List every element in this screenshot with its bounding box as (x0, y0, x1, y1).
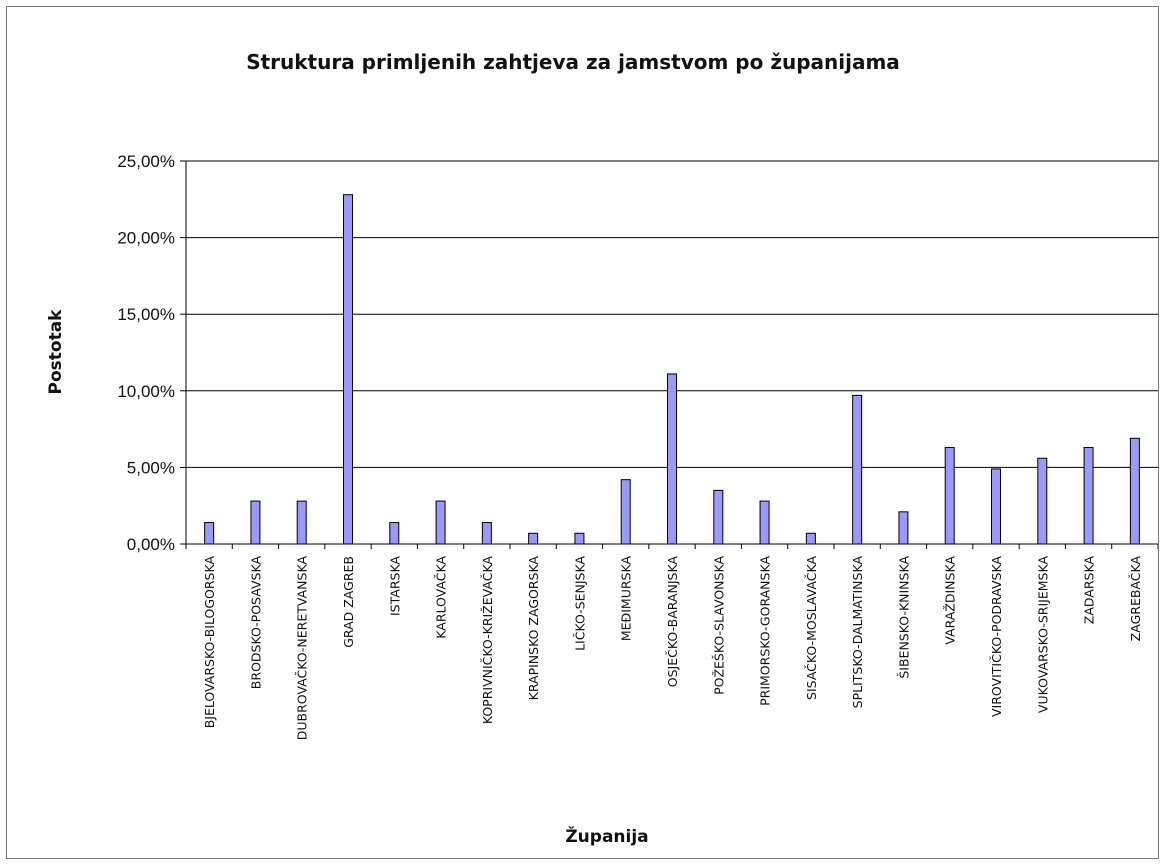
x-tick-label: VUKOVARSKO-SRIJEMSKA (1035, 556, 1050, 714)
x-tick-label: SPLITSKO-DALMATINSKA (850, 556, 865, 709)
x-tick-label: KRAPINSKO ZAGORSKA (526, 556, 541, 701)
bar (620, 479, 631, 545)
y-tick-label: 5,00% (127, 458, 175, 477)
bar (481, 522, 492, 545)
axes (185, 161, 1158, 549)
chart-title: Struktura primljenih zahtjeva za jamstvo… (246, 50, 900, 74)
bar (296, 500, 307, 545)
bar (759, 500, 770, 545)
bar (204, 522, 215, 545)
x-tick-label: ZAGREBAČKA (1128, 556, 1143, 642)
bar (1083, 446, 1094, 545)
x-tick-label: POŽEŠKO-SLAVONSKA (711, 556, 726, 695)
bar (944, 446, 955, 545)
bar (435, 500, 446, 545)
bar (852, 394, 863, 545)
bar (574, 532, 585, 545)
y-tick-label: 10,00% (117, 382, 175, 401)
y-axis-title: Postotak (46, 309, 66, 395)
bar (667, 373, 677, 545)
x-axis-title: Županija (565, 825, 648, 847)
x-tick-label: ZADARSKA (1082, 556, 1097, 625)
bar (528, 532, 539, 545)
x-tick-label: VARAŽDINSKA (943, 556, 958, 645)
chart-frame: Struktura primljenih zahtjeva za jamstvo… (6, 6, 1159, 859)
x-tick-label: BJELOVARSKO-BILOGORSKA (202, 556, 217, 729)
y-tick-labels: 0,00% 5,00% 10,00% 15,00% 20,00% 25,00% (117, 152, 175, 554)
y-tick-label: 25,00% (117, 152, 175, 171)
x-tick-labels: BJELOVARSKO-BILOGORSKA BRODSKO-POSAVSKA DU… (202, 556, 1143, 741)
chart-canvas: Struktura primljenih zahtjeva za jamstvo… (46, 50, 1158, 847)
y-tick-label: 15,00% (117, 305, 175, 324)
y-tick-label: 0,00% (127, 535, 175, 554)
bar (805, 532, 816, 545)
bar (713, 489, 724, 545)
y-tick-label: 20,00% (117, 229, 175, 248)
x-tick-label: SISAČKO-MOSLAVAČKA (804, 556, 819, 700)
x-tick-label: GRAD ZAGREB (341, 556, 356, 648)
x-tick-label: MEĐIMURSKA (619, 556, 634, 642)
x-tick-label: ŠIBENSKO-KNINSKA (896, 556, 911, 679)
x-tick-label: LIČKO-SENJSKA (572, 556, 587, 651)
bar (991, 468, 1001, 545)
bar (250, 500, 261, 545)
x-tick-label: OSJEČKO-BARANJSKA (665, 556, 680, 688)
x-tick-label: ISTARSKA (387, 556, 402, 616)
bar (343, 194, 353, 545)
bars (204, 194, 1140, 545)
x-tick-label: KOPRIVNIČKO-KRIŽEVAČKA (480, 556, 495, 725)
x-tick-label: VIROVITIČKO-PODRAVSKA (989, 556, 1004, 717)
bar (1037, 457, 1048, 545)
bar (898, 511, 909, 545)
x-tick-label: BRODSKO-POSAVSKA (248, 556, 263, 690)
x-tick-label: PRIMORSKO-GORANSKA (758, 556, 773, 706)
bar (1129, 437, 1140, 545)
x-tick-label: DUBROVAČKO-NERETVANSKA (295, 556, 310, 741)
x-tick-label: KARLOVAČKA (434, 556, 449, 639)
bar (389, 522, 400, 545)
